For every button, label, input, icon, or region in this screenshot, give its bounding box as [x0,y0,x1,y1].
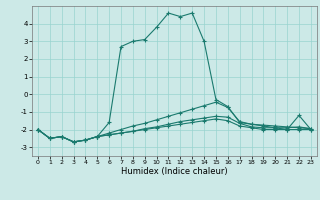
X-axis label: Humidex (Indice chaleur): Humidex (Indice chaleur) [121,167,228,176]
